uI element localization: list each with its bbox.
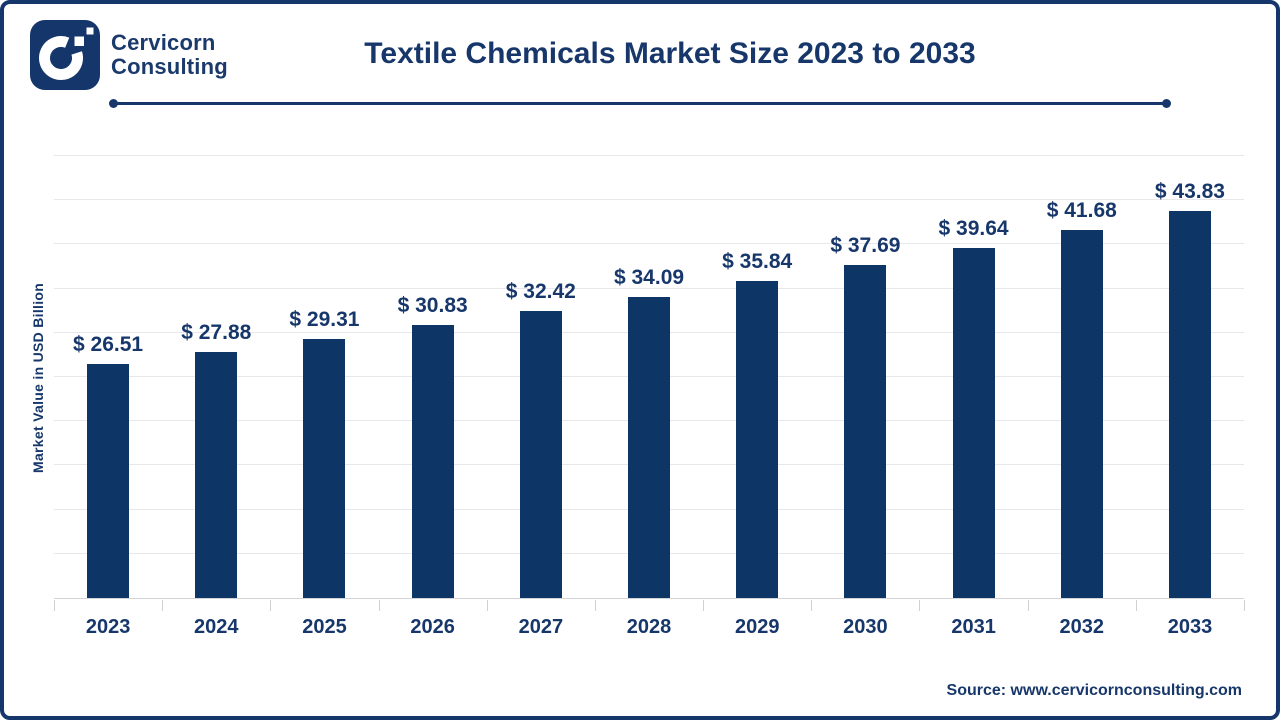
x-axis-label-2032: 2032 — [1059, 616, 1105, 638]
gridline — [54, 199, 1244, 201]
bar-group-2033: $ 43.83 — [1136, 156, 1244, 598]
bar-group-2028: $ 34.09 — [595, 156, 703, 598]
bar-group-2025: $ 29.31 — [270, 156, 378, 598]
bar-group-2031: $ 39.64 — [920, 156, 1028, 598]
bar-2029 — [736, 281, 779, 598]
cervicorn-logo-icon — [30, 20, 100, 90]
x-axis-tick — [703, 600, 705, 611]
bar-value-label-2024: $ 27.88 — [181, 320, 252, 344]
bar-2025 — [303, 338, 346, 598]
x-axis-tick — [1244, 600, 1245, 611]
bar-value-label-2025: $ 29.31 — [289, 307, 360, 331]
bar-2026 — [411, 325, 454, 598]
bar-value-label-2033: $ 43.83 — [1154, 179, 1225, 203]
bar-value-label-2032: $ 41.68 — [1046, 198, 1117, 222]
bar-group-2030: $ 37.69 — [811, 156, 919, 598]
x-axis-label-2026: 2026 — [410, 616, 455, 638]
x-axis-tick — [1027, 600, 1029, 611]
bar-group-2023: $ 26.51 — [54, 156, 162, 598]
bar-2028 — [628, 296, 671, 598]
bar-2023 — [87, 363, 130, 598]
x-axis-tick — [270, 600, 272, 611]
bar-value-label-2028: $ 34.09 — [613, 265, 685, 289]
x-axis-tick — [919, 600, 921, 611]
bars: $ 26.51 $ 27.88 $ 29.31 $ 30.83 $ 32.42 $ 34.… — [54, 156, 1244, 598]
bar-2027 — [519, 311, 562, 598]
bar-value-label-2026: $ 30.83 — [397, 294, 468, 318]
x-axis-tick — [594, 600, 596, 611]
x-axis-ticks — [54, 600, 1245, 612]
x-axis-label-2024: 2024 — [194, 616, 239, 638]
gridline — [54, 287, 1244, 289]
x-axis-tick — [811, 600, 813, 611]
bar-2030 — [844, 264, 887, 598]
logo-svg — [30, 20, 100, 90]
x-axis-label-2030: 2030 — [843, 616, 888, 638]
x-axis-label-2023: 2023 — [85, 616, 131, 638]
bar-2033 — [1168, 210, 1211, 598]
x-axis-label-2029: 2029 — [734, 616, 780, 638]
bar-2032 — [1060, 229, 1103, 598]
bar-group-2026: $ 30.83 — [379, 156, 487, 598]
brand-name-line1: Cervicorn — [111, 30, 216, 55]
gridline — [54, 155, 1244, 156]
bar-value-label-2027: $ 32.42 — [505, 280, 576, 304]
bar-value-label-2023: $ 26.51 — [73, 332, 144, 356]
bar-group-2032: $ 41.68 — [1028, 156, 1136, 598]
bar-value-label-2029: $ 35.84 — [722, 250, 793, 274]
x-axis-tick — [54, 600, 55, 611]
x-axis-label-2031: 2031 — [951, 616, 996, 638]
plot-area: $ 26.51 $ 27.88 $ 29.31 $ 30.83 $ 32.42 $ 34.… — [54, 155, 1244, 599]
bar-2024 — [195, 351, 238, 598]
x-axis-tick — [162, 600, 164, 611]
x-axis-tick — [378, 600, 380, 611]
x-axis-labels: 2023 2024 2025 2026 2027 2028 2029 2030 2031 2032… — [54, 616, 1244, 639]
gridline — [54, 243, 1244, 245]
x-axis-label-2027: 2027 — [518, 616, 564, 638]
x-axis-tick — [1135, 600, 1137, 611]
y-axis-label: Market Value in USD Billion — [30, 282, 46, 473]
bar-value-label-2030: $ 37.69 — [830, 233, 901, 257]
header-divider — [109, 99, 1171, 108]
bar-value-label-2031: $ 39.64 — [938, 216, 1009, 240]
x-axis-label-2033: 2033 — [1167, 616, 1213, 638]
source-text: Source: www.cervicornconsulting.com — [946, 682, 1242, 699]
page-title: Textile Chemicals Market Size 2023 to 20… — [364, 37, 976, 70]
brand-name-line2: Consulting — [111, 54, 228, 79]
x-axis-label-2025: 2025 — [302, 616, 347, 638]
brand-name: Cervicorn Consulting — [111, 31, 228, 79]
x-axis-label-2028: 2028 — [626, 616, 672, 638]
x-axis-tick — [486, 600, 488, 611]
bar-2031 — [952, 247, 995, 598]
bar-group-2024: $ 27.88 — [162, 156, 270, 598]
bar-group-2029: $ 35.84 — [703, 156, 811, 598]
bar-group-2027: $ 32.42 — [487, 156, 595, 598]
